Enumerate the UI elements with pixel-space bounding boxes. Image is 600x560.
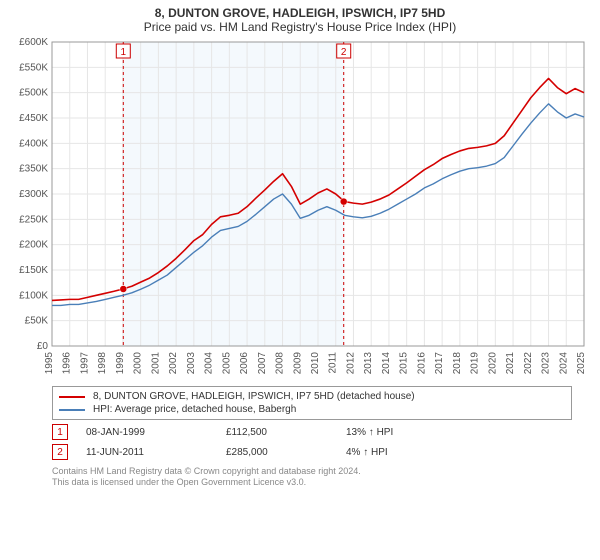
svg-text:2012: 2012 [345, 352, 356, 375]
svg-text:2025: 2025 [576, 352, 587, 375]
svg-text:1998: 1998 [97, 352, 108, 375]
legend-item-hpi: HPI: Average price, detached house, Babe… [59, 403, 565, 416]
svg-text:2020: 2020 [487, 352, 498, 375]
legend-swatch-address [59, 396, 85, 398]
marker-badge-1: 1 [52, 424, 68, 440]
svg-text:2014: 2014 [381, 352, 392, 375]
marker-badge-2: 2 [52, 444, 68, 460]
svg-text:2003: 2003 [186, 352, 197, 375]
svg-text:1995: 1995 [44, 352, 55, 375]
marker-pct-1: 13% ↑ HPI [346, 427, 466, 438]
svg-text:2024: 2024 [558, 352, 569, 375]
svg-text:2013: 2013 [363, 352, 374, 375]
svg-text:1996: 1996 [62, 352, 73, 375]
marker-date-2: 11-JUN-2011 [86, 447, 226, 458]
price-chart: £0 £50K £100K £150K £200K £250K £300K £350K £400… [8, 36, 592, 382]
svg-text:£150K: £150K [19, 265, 48, 276]
chart-subtitle: Price paid vs. HM Land Registry's House … [8, 20, 592, 34]
svg-text:2016: 2016 [416, 352, 427, 375]
legend: 8, DUNTON GROVE, HADLEIGH, IPSWICH, IP7 … [52, 386, 572, 420]
svg-text:£500K: £500K [19, 88, 48, 99]
svg-text:2018: 2018 [452, 352, 463, 375]
svg-text:£50K: £50K [25, 316, 49, 327]
svg-text:£550K: £550K [19, 62, 48, 73]
svg-text:2009: 2009 [292, 352, 303, 375]
svg-text:1999: 1999 [115, 352, 126, 375]
svg-text:2008: 2008 [275, 352, 286, 375]
svg-text:2022: 2022 [523, 352, 534, 375]
svg-text:£600K: £600K [19, 37, 48, 48]
legend-swatch-hpi [59, 409, 85, 411]
marker-price-2: £285,000 [226, 447, 346, 458]
svg-text:1: 1 [121, 47, 127, 58]
svg-text:2005: 2005 [221, 352, 232, 375]
svg-text:£250K: £250K [19, 214, 48, 225]
svg-text:£300K: £300K [19, 189, 48, 200]
svg-text:2010: 2010 [310, 352, 321, 375]
svg-text:2004: 2004 [204, 352, 215, 375]
svg-text:£350K: £350K [19, 164, 48, 175]
svg-text:£100K: £100K [19, 290, 48, 301]
svg-text:2006: 2006 [239, 352, 250, 375]
legend-item-address: 8, DUNTON GROVE, HADLEIGH, IPSWICH, IP7 … [59, 390, 565, 403]
footer-line-1: Contains HM Land Registry data © Crown c… [52, 466, 572, 477]
svg-text:2001: 2001 [150, 352, 161, 375]
footer-line-2: This data is licensed under the Open Gov… [52, 477, 572, 488]
marker-date-1: 08-JAN-1999 [86, 427, 226, 438]
svg-text:2007: 2007 [257, 352, 268, 375]
svg-text:1997: 1997 [79, 352, 90, 375]
svg-text:£0: £0 [37, 341, 49, 352]
marker-price-1: £112,500 [226, 427, 346, 438]
svg-text:£450K: £450K [19, 113, 48, 124]
chart-title: 8, DUNTON GROVE, HADLEIGH, IPSWICH, IP7 … [8, 6, 592, 20]
svg-text:2019: 2019 [470, 352, 481, 375]
marker-table: 1 08-JAN-1999 £112,500 13% ↑ HPI 2 11-JU… [52, 422, 572, 462]
svg-text:2015: 2015 [399, 352, 410, 375]
svg-text:2011: 2011 [328, 352, 339, 374]
svg-text:£200K: £200K [19, 240, 48, 251]
marker-row-2: 2 11-JUN-2011 £285,000 4% ↑ HPI [52, 442, 572, 462]
legend-label-address: 8, DUNTON GROVE, HADLEIGH, IPSWICH, IP7 … [93, 391, 415, 402]
svg-text:2: 2 [341, 47, 347, 58]
footer-note: Contains HM Land Registry data © Crown c… [52, 466, 572, 489]
svg-text:2000: 2000 [133, 352, 144, 375]
svg-text:2002: 2002 [168, 352, 179, 375]
marker-row-1: 1 08-JAN-1999 £112,500 13% ↑ HPI [52, 422, 572, 442]
svg-text:2023: 2023 [541, 352, 552, 375]
svg-text:£400K: £400K [19, 138, 48, 149]
svg-text:2021: 2021 [505, 352, 516, 375]
legend-label-hpi: HPI: Average price, detached house, Babe… [93, 404, 296, 415]
marker-pct-2: 4% ↑ HPI [346, 447, 466, 458]
svg-text:2017: 2017 [434, 352, 445, 375]
